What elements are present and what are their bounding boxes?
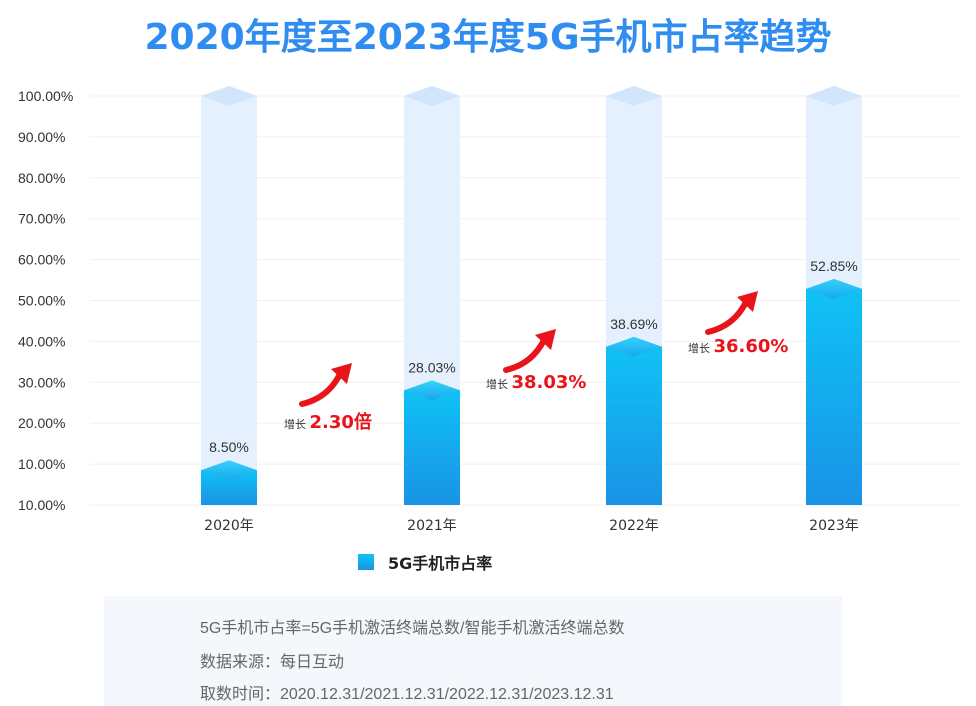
background-column-cap [201, 86, 257, 106]
background-column-cap [606, 86, 662, 106]
value-bar [806, 288, 862, 505]
legend-swatch [358, 554, 374, 570]
growth-arrow [705, 299, 749, 335]
value-bar-cap [201, 460, 257, 481]
growth-value: 36.60% [714, 336, 789, 357]
y-tick-label: 10.00% [18, 456, 65, 472]
background-column [201, 86, 257, 505]
y-tick-label: 70.00% [18, 211, 65, 227]
growth-annotation: 增长 38.03% [486, 372, 586, 393]
background-column-cap [404, 86, 460, 106]
value-bar-cap [606, 336, 662, 357]
x-tick-label: 2023年 [809, 518, 859, 534]
y-tick-label: 80.00% [18, 170, 65, 186]
growth-arrowhead [331, 363, 352, 384]
y-tick-label: 60.00% [18, 252, 65, 268]
y-tick-label: 100.00% [18, 88, 73, 104]
value-bar-cap [806, 278, 862, 299]
value-bar [201, 470, 257, 505]
value-label: 52.85% [810, 258, 857, 274]
formula-note: 5G手机市占率=5G手机激活终端总数/智能手机激活终端总数 [200, 620, 625, 637]
background-column-cap [806, 86, 862, 106]
notes-box: 5G手机市占率=5G手机激活终端总数/智能手机激活终端总数 数据来源：每日互动 … [104, 596, 842, 706]
source-note: 数据来源：每日互动 [200, 654, 345, 671]
growth-annotation: 增长 2.30倍 [284, 411, 372, 433]
y-tick-label: 10.00% [18, 497, 65, 513]
y-tick-label: 30.00% [18, 374, 65, 390]
value-label: 38.69% [610, 316, 657, 332]
growth-prefix: 增长 [284, 417, 310, 431]
value-bar [404, 390, 460, 505]
growth-annotation: 增长 36.60% [688, 336, 788, 357]
growth-prefix: 增长 [688, 341, 714, 355]
growth-arrowhead [535, 329, 556, 350]
y-tick-label: 20.00% [18, 415, 65, 431]
value-label: 8.50% [209, 439, 249, 455]
y-tick-label: 50.00% [18, 293, 65, 309]
x-tick-label: 2020年 [204, 518, 254, 534]
legend-label: 5G手机市占率 [388, 554, 493, 573]
chart-legend: 5G手机市占率 [358, 550, 492, 574]
value-bar-cap [404, 380, 460, 401]
value-bar [606, 346, 662, 505]
y-tick-label: 40.00% [18, 333, 65, 349]
growth-arrow [503, 337, 547, 373]
y-tick-label: 90.00% [18, 129, 65, 145]
bar-chart: 10.00% 10.00% 20.00% 30.00% 40.00% 50.00% 60.0… [18, 86, 960, 534]
value-label: 28.03% [408, 359, 455, 375]
growth-value: 2.30倍 [310, 411, 372, 433]
x-tick-label: 2021年 [407, 518, 457, 534]
growth-arrowhead [737, 291, 758, 312]
time-note: 取数时间：2020.12.31/2021.12.31/2022.12.31/20… [200, 686, 614, 703]
growth-prefix: 增长 [486, 377, 512, 391]
x-tick-label: 2022年 [609, 518, 659, 534]
chart-title: 2020年度至2023年度5G手机市占率趋势 [144, 17, 832, 58]
growth-arrow [299, 371, 343, 407]
growth-value: 38.03% [512, 372, 587, 393]
